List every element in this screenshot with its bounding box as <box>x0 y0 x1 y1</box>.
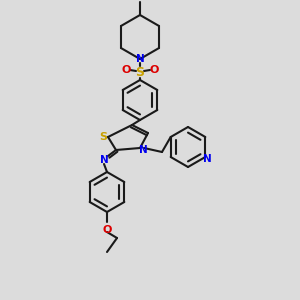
Text: S: S <box>99 132 107 142</box>
Text: S: S <box>136 65 145 79</box>
Text: O: O <box>102 225 112 235</box>
Text: O: O <box>149 65 159 75</box>
Text: N: N <box>139 145 147 155</box>
Text: N: N <box>203 154 212 164</box>
Text: N: N <box>136 54 144 64</box>
Text: O: O <box>121 65 131 75</box>
Text: N: N <box>100 155 108 165</box>
